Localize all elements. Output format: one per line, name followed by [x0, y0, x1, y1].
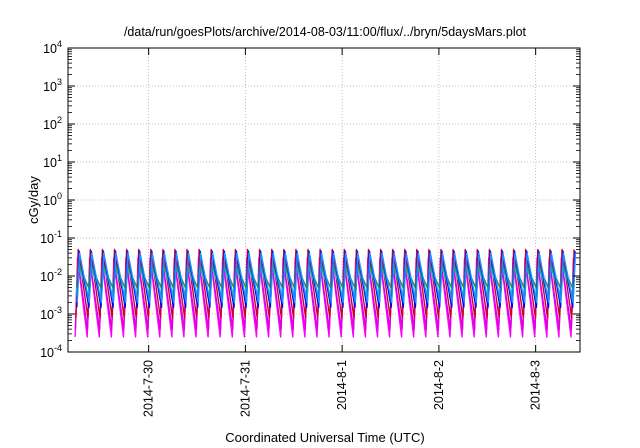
plot-frame — [67, 47, 581, 353]
chart-title: /data/run/goesPlots/archive/2014-08-03/1… — [124, 25, 527, 39]
x-tick-label: 2014-8-3 — [529, 360, 543, 410]
x-tick-label: 2014-7-31 — [238, 360, 252, 417]
y-tick-label: 102 — [43, 115, 62, 132]
y-tick-label: 10-3 — [40, 305, 62, 322]
x-axis-label: Coordinated Universal Time (UTC) — [225, 430, 424, 445]
ticks: 10-4 10-3 10-2 10-1 100 101 102 103 104 2014-7-30… — [40, 39, 580, 417]
series-line — [74, 260, 575, 330]
x-tick-label: 2014-8-2 — [432, 360, 446, 410]
y-tick-label: 103 — [43, 77, 62, 94]
y-tick-label: 101 — [43, 153, 62, 170]
y-tick-label: 10-1 — [40, 229, 62, 246]
y-tick-label: 100 — [43, 191, 62, 208]
y-axis-label: cGy/day — [26, 176, 41, 224]
y-tick-label: 10-2 — [40, 267, 62, 284]
x-tick-label: 2014-8-1 — [335, 360, 349, 410]
series-group — [74, 248, 577, 338]
x-tick-label: 2014-7-30 — [142, 360, 156, 417]
series-line — [76, 252, 577, 304]
y-tick-label: 10-4 — [40, 343, 62, 360]
y-tick-label: 104 — [43, 39, 62, 56]
